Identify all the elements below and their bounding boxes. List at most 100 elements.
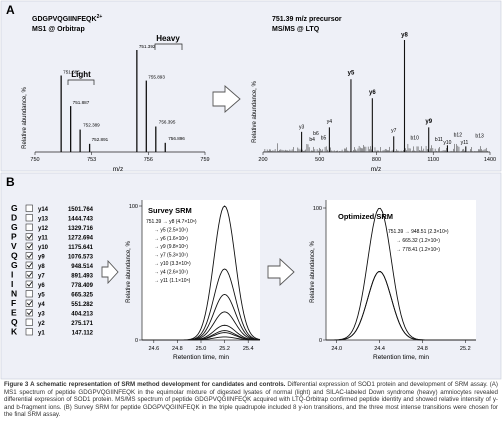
ion-name: y6 xyxy=(38,283,45,289)
msms-ion-label: y8 xyxy=(401,33,408,39)
ion-mz: 1175.641 xyxy=(68,245,93,251)
ms1-peptide: GDGPVQGIINFEQK2+ xyxy=(32,14,102,23)
survey-transition: 751.39 → y8 (4.7×10⁶) xyxy=(146,219,197,225)
ion-mz: 551.282 xyxy=(71,302,93,308)
ion-mz: 1076.573 xyxy=(68,255,94,261)
survey-xticks: 24.6 24.8 25.0 25.2 25.4 xyxy=(148,340,254,352)
sequence-residue: I xyxy=(11,279,13,289)
sequence-residue: G xyxy=(11,260,18,270)
msms-ion-label: y6 xyxy=(369,90,376,96)
ion-mz: 147.112 xyxy=(72,331,94,337)
survey-xtick-label: 25.0 xyxy=(196,346,207,352)
survey-xtick-label: 25.4 xyxy=(243,346,254,352)
panel-b-arrow-2-icon xyxy=(267,257,295,287)
ms1-tick-label: 759 xyxy=(200,157,209,163)
ms1-peaks: 751.385 751.887 752.389 752.891 751.392 755.8… xyxy=(60,44,185,152)
ms1-peak-label: 752.891 xyxy=(92,137,109,142)
ion-mz: 665.325 xyxy=(71,293,93,299)
msms-noise-peaks xyxy=(264,143,488,152)
ion-check-icon xyxy=(26,281,33,287)
ion-check-icon xyxy=(26,253,33,259)
ion-name: y3 xyxy=(38,312,45,318)
ms1-peak-label: 752.389 xyxy=(83,123,100,128)
msms-ion-label: y4 xyxy=(327,119,333,125)
sequence-residue: G xyxy=(11,222,18,232)
survey-transition: → y6 (1.6×10⁶) xyxy=(154,236,188,242)
sequence-residue: Q xyxy=(11,317,18,327)
figure: A B GDGPVQGIINFEQK2+ MS1 @ Orbitrap Rela… xyxy=(0,0,502,380)
msms-tick-label: 200 xyxy=(258,157,267,163)
ion-name: y9 xyxy=(38,255,45,261)
ion-mz: 948.514 xyxy=(71,264,93,270)
ms1-peak-label: 756.896 xyxy=(168,136,185,141)
msms-ion-label: b10 xyxy=(411,136,420,142)
ms1-xlabel: m/z xyxy=(113,166,123,173)
ms1-spectrum: GDGPVQGIINFEQK2+ MS1 @ Orbitrap Relative… xyxy=(22,14,210,173)
ion-mz: 275.171 xyxy=(71,321,93,327)
survey-ylabel: Relative abundance, % xyxy=(126,240,132,302)
ion-mz: 1444.743 xyxy=(68,217,94,223)
ion-mz: 1501.764 xyxy=(68,207,94,213)
ion-mz: 404.213 xyxy=(71,312,93,318)
ion-name: y4 xyxy=(38,302,45,308)
ms1-peak-label: 755.893 xyxy=(148,75,165,80)
ion-name: y13 xyxy=(38,217,49,223)
ion-name: y8 xyxy=(38,264,45,270)
light-bracket xyxy=(67,79,95,85)
ion-check-icon xyxy=(26,272,33,278)
msms-ion-label: y11 xyxy=(461,140,469,146)
survey-title: Survey SRM xyxy=(148,206,192,215)
optimized-xtick-label: 24.8 xyxy=(417,346,428,352)
msms-ion-label: y7 xyxy=(391,128,397,134)
ion-name: y1 xyxy=(38,331,45,337)
ion-name: y5 xyxy=(38,293,45,299)
survey-xtick-label: 24.6 xyxy=(148,346,159,352)
optimized-transition: → 778.41 (1.2×10⁶) xyxy=(396,247,440,253)
panel-a-arrow-icon xyxy=(212,85,241,113)
ion-name: y11 xyxy=(38,236,48,242)
sequence-residue: E xyxy=(11,308,17,318)
optimized-srm-chart: Optimized SRM Relative abundance, % 0 100… xyxy=(310,200,476,361)
ion-name: y14 xyxy=(38,207,49,213)
msms-spectrum: 751.39 m/z precursor MS/MS @ LTQ Relativ… xyxy=(252,16,496,173)
panel-a-frame xyxy=(0,0,502,172)
sequence-residue: D xyxy=(11,213,17,223)
sequence-residue: P xyxy=(11,232,17,242)
ion-checkbox xyxy=(25,204,33,212)
ms1-tick-label: 753 xyxy=(87,157,96,163)
ion-checkbox xyxy=(25,261,33,269)
ion-checkbox xyxy=(25,223,33,231)
ms1-xticks: 750 753 756 759 xyxy=(30,152,210,163)
msms-tick-label: 800 xyxy=(372,157,381,163)
panel-a-letter: A xyxy=(6,3,15,17)
msms-xlabel: m/z xyxy=(371,166,381,173)
sequence-residue: V xyxy=(11,241,17,251)
ms1-peak-label: 751.887 xyxy=(73,100,90,105)
msms-ion-label: y10 xyxy=(443,140,451,146)
caption-lead: Figure 3 A schematic representation of S… xyxy=(4,381,286,388)
survey-ytick-label: 100 xyxy=(129,204,138,210)
figure-caption: Figure 3 A schematic representation of S… xyxy=(4,381,498,419)
ion-mz: 1272.694 xyxy=(68,236,94,242)
ion-checkbox xyxy=(25,328,33,336)
ion-name: y12 xyxy=(38,226,49,232)
ms1-tick-label: 756 xyxy=(144,157,153,163)
msms-ion-label: b11 xyxy=(435,137,443,143)
ms1-peak-label: 756.395 xyxy=(159,120,176,125)
optimized-transition-list: 751.39 → 948.51 (2.3×10⁶) → 665.32 (1.2×1… xyxy=(388,229,449,253)
msms-tick-label: 1100 xyxy=(427,157,439,163)
ion-mz: 778.409 xyxy=(71,283,93,289)
ion-mz: 1329.716 xyxy=(68,226,94,232)
optimized-ytick-label: 0 xyxy=(319,338,322,344)
optimized-xticks: 24.0 24.4 24.8 25.2 xyxy=(331,340,471,352)
ion-checkbox xyxy=(25,290,33,298)
msms-tick-label: 1400 xyxy=(484,157,496,163)
ms1-peak-label: 751.385 xyxy=(63,70,80,75)
msms-ion-label: b13 xyxy=(475,133,484,139)
survey-transition: → y11 (1.1×10⁵) xyxy=(154,278,191,284)
msms-ion-label: b12 xyxy=(454,132,463,138)
ion-checkbox xyxy=(25,252,33,260)
caption-text: Differential expression of SOD1 protein … xyxy=(4,381,498,419)
msms-ion-label: b6 xyxy=(313,131,319,137)
